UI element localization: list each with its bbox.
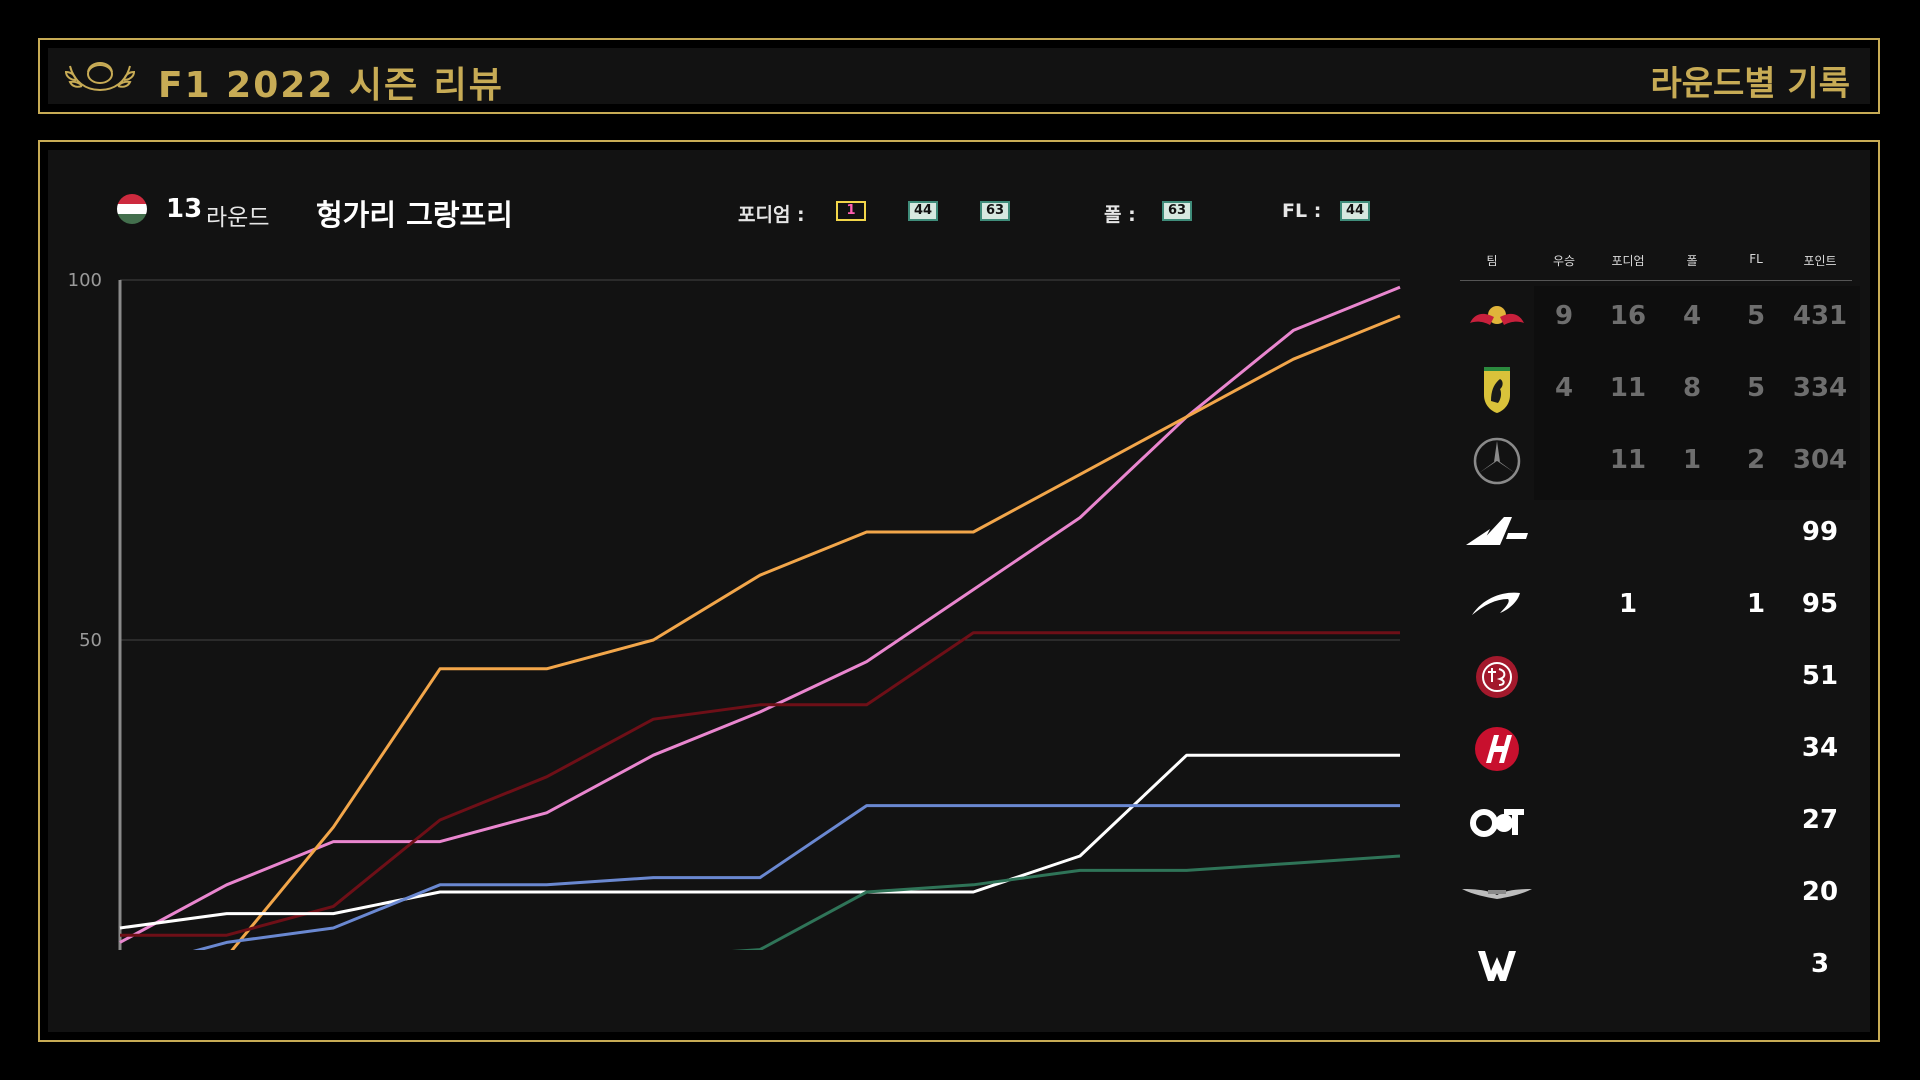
table-row: 27 (1460, 791, 1860, 851)
pole-badge: 63 (1162, 201, 1192, 221)
table-row: 99 (1460, 503, 1860, 563)
header-podiums: 포디엄 (1611, 254, 1645, 268)
table-row: 9 16 4 5 431 (1460, 287, 1860, 347)
wins-cell: 4 (1554, 373, 1574, 403)
table-row: 11 1 2 304 (1460, 431, 1860, 491)
alpine-logo-icon (1466, 517, 1528, 545)
top-teams-highlight (1534, 286, 1860, 500)
points-cell: 51 (1801, 661, 1839, 691)
aston-martin-logo-icon (1462, 889, 1532, 899)
header-team: 팀 (1486, 254, 1498, 268)
red-bull-logo-icon (1470, 306, 1524, 325)
poles-cell: 8 (1682, 373, 1702, 403)
fl-cell: 5 (1746, 301, 1766, 331)
williams-logo-icon (1478, 951, 1516, 981)
table-row: 3 (1460, 935, 1860, 995)
fl-cell: 1 (1746, 589, 1766, 619)
race-panel: 13 라운드 헝가리 그랑프리 포디엄 : 1 44 63 폴 : 63 FL … (38, 140, 1880, 1042)
header-points: 포인트 (1803, 254, 1837, 268)
poles-cell: 4 (1682, 301, 1702, 331)
points-cell: 3 (1810, 949, 1830, 979)
points-progression-chart: 050100 (68, 270, 1401, 950)
podiums-cell: 1 (1618, 589, 1638, 619)
fastest-lap-badge: 44 (1340, 201, 1370, 221)
points-cell: 334 (1792, 373, 1848, 403)
section-title: 라운드별 기록 (1650, 64, 1850, 104)
points-cell: 99 (1801, 517, 1839, 547)
series-line-5 (192, 804, 1400, 950)
header-fl: FL (1749, 252, 1763, 266)
haas-logo-icon (1475, 727, 1519, 771)
y-tick-label: 100 (68, 270, 102, 291)
points-cell: 20 (1801, 877, 1839, 907)
header-poles: 폴 (1686, 254, 1698, 268)
series-line-4 (119, 753, 1400, 930)
wins-cell: 9 (1554, 301, 1574, 331)
fl-cell: 5 (1746, 373, 1766, 403)
header-wins: 우승 (1552, 254, 1576, 268)
hungary-flag-icon (117, 194, 147, 224)
header-bar: F1 2022 시즌 리뷰 라운드별 기록 (38, 38, 1880, 114)
points-cell: 95 (1801, 589, 1839, 619)
table-row: 34 (1460, 719, 1860, 779)
fastest-lap-label: FL : (1282, 200, 1322, 222)
race-name: 헝가리 그랑프리 (316, 198, 513, 232)
series-line-3 (120, 631, 1400, 937)
laurel-wreath-icon (64, 62, 136, 91)
podiums-cell: 16 (1609, 301, 1647, 331)
series-line-1 (119, 285, 1401, 944)
fl-cell: 2 (1746, 445, 1766, 475)
podium-p2-badge: 44 (908, 201, 938, 221)
points-cell: 431 (1792, 301, 1848, 331)
points-cell: 27 (1801, 805, 1839, 835)
table-row: 1 1 95 (1460, 575, 1860, 635)
mclaren-logo-icon (1472, 592, 1520, 615)
points-cell: 34 (1801, 733, 1839, 763)
podiums-cell: 11 (1609, 373, 1647, 403)
round-label: 라운드 (206, 205, 270, 231)
podiums-cell: 11 (1609, 445, 1647, 475)
podium-p1-badge: 1 (836, 201, 866, 221)
ferrari-logo-icon (1484, 367, 1510, 413)
pole-label: 폴 : (1104, 204, 1136, 226)
podium-p3-badge: 63 (980, 201, 1010, 221)
points-cell: 304 (1792, 445, 1848, 475)
table-row: 51 (1460, 647, 1860, 707)
table-row: 4 11 8 5 334 (1460, 359, 1860, 419)
series-line-2 (230, 314, 1401, 950)
alfa-romeo-logo-icon (1476, 656, 1518, 698)
app-title: F1 2022 시즌 리뷰 (158, 65, 504, 106)
table-divider (1460, 280, 1852, 281)
y-tick-label: 50 (79, 630, 102, 651)
podium-label: 포디엄 : (738, 204, 805, 226)
poles-cell: 1 (1682, 445, 1702, 475)
header-inner: F1 2022 시즌 리뷰 라운드별 기록 (48, 48, 1870, 106)
race-panel-inner: 13 라운드 헝가리 그랑프리 포디엄 : 1 44 63 폴 : 63 FL … (48, 150, 1870, 1032)
alphatauri-logo-icon (1470, 809, 1524, 837)
series-line-6 (731, 854, 1401, 950)
table-row: 20 (1460, 863, 1860, 923)
round-number: 13 (166, 194, 203, 224)
mercedes-logo-icon (1473, 437, 1521, 485)
